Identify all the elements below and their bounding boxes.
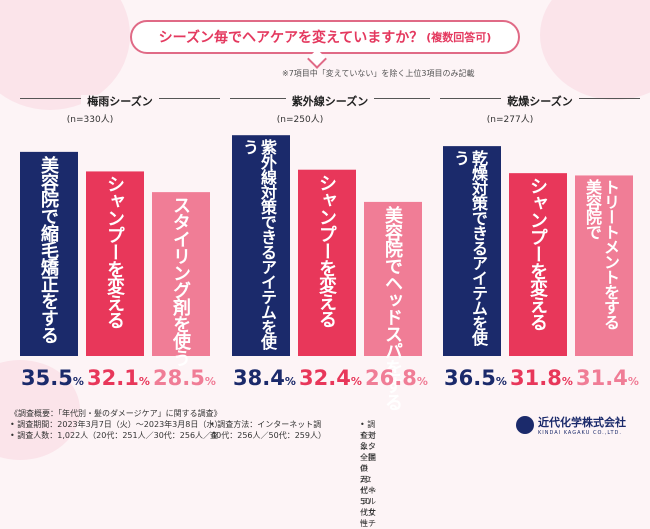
footer-provider: • モニター提供元：ゼネラルリサーチ [360,431,376,528]
group-header-rainy: 梅雨シーズン (n=330人) [20,90,220,125]
bar-2-0 [443,146,501,356]
group-header-uv: 紫外線シーズン (n=250人) [230,90,430,125]
pct-unit: % [495,375,507,388]
survey-footer: 《調査概要：「年代別・髪のダメージケア」に関する調査》 • 調査期間：2023年… [10,408,376,528]
title-sub: (複数回答可) [426,31,492,44]
group-n: (n=250人) [276,115,324,125]
bar-2-1 [509,173,567,356]
bar-1-2 [364,201,422,356]
pct-unit: % [350,375,362,388]
pct-number: 36.5 [444,366,496,390]
footer-period: • 調査期間：2023年3月7日（火）〜2023年3月8日（水） [10,420,223,429]
pct-unit: % [284,375,296,388]
chart-note: ※7項目中「変えていない」を除く上位3項目のみ記載 [282,69,475,78]
pct-unit: % [72,375,84,388]
bar-0-2 [152,192,210,356]
title-text: シーズン毎でヘアケアを変えていますか？ [158,30,424,46]
pct-unit: % [416,375,428,388]
group-name: 梅雨シーズン [81,95,159,108]
chart-title: シーズン毎でヘアケアを変えていますか？ (複数回答可) [130,20,520,54]
bar-value-label: 36.5% [444,366,507,390]
pct-unit: % [204,375,216,388]
bar-value-label: 28.5% [153,366,216,390]
group-name: 紫外線シーズン [285,95,375,108]
bar-label: シャンプーを変える [316,173,337,327]
bar-value-label: 31.4% [576,366,639,390]
pct-unit: % [627,375,639,388]
bar-label: 美容院でヘッドスパをする [382,205,403,410]
group-n: (n=330人) [66,115,114,125]
bar-label: トリートメントをする 美容院で [583,179,620,330]
bar-1-1 [298,169,356,356]
bar-label: 美容院で縮毛矯正をする [38,155,59,343]
group-header-dry: 乾燥シーズン (n=277人) [440,90,640,125]
bar-value-label: 32.4% [299,366,362,390]
bar-0-1 [86,171,144,356]
bar-value-label: 35.5% [21,366,84,390]
pct-number: 26.8 [365,366,417,390]
group-n: (n=277人) [486,115,534,125]
pct-number: 38.4 [233,366,285,390]
pct-number: 32.1 [87,366,139,390]
bar-value-label: 32.1% [87,366,150,390]
pct-number: 31.4 [576,366,628,390]
footer-method: • 調査方法：インターネット調査 [210,420,322,440]
logo-en: KINDAI KAGAKU CO.,LTD. [538,430,622,436]
bar-label: 乾燥対策できるアイテムを使う [451,150,488,346]
logo-mark-icon [516,416,534,434]
bar-label: スタイリング剤を使う [170,196,191,367]
pct-number: 28.5 [153,366,205,390]
bar-label: 紫外線対策できるアイテムを使う [240,139,277,350]
pct-unit: % [561,375,573,388]
bar-value-label: 31.8% [510,366,573,390]
bar-label: シャンプーを変える [527,177,548,331]
group-name: 乾燥シーズン [501,95,579,108]
bar-2-2 [575,175,633,356]
bar-0-0 [20,151,78,356]
pct-number: 35.5 [21,366,73,390]
bar-1-0 [232,135,290,356]
footer-summary: 《調査概要：「年代別・髪のダメージケア」に関する調査》 [10,409,222,418]
bar-value-label: 38.4% [233,366,296,390]
bar-value-label: 26.8% [365,366,428,390]
pct-number: 31.8 [510,366,562,390]
company-logo: 近代化学株式会社 KINDAI KAGAKU CO.,LTD. [516,414,626,436]
pct-number: 32.4 [299,366,351,390]
pct-unit: % [138,375,150,388]
bar-chart [20,135,633,356]
logo-name: 近代化学株式会社 [538,416,626,429]
footer-count: • 調査人数：1,022人（20代：251人／30代：256人／40代：256人… [10,431,326,440]
bar-label: シャンプーを変える [104,175,125,329]
